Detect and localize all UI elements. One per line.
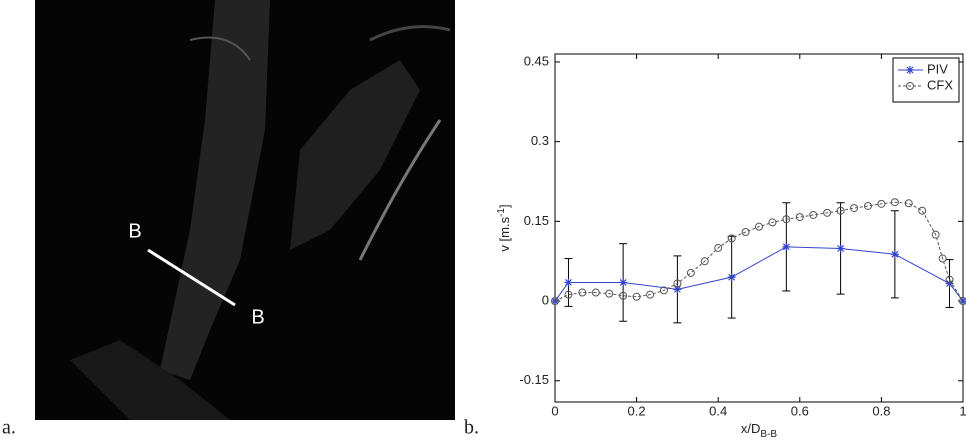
series-line — [555, 202, 963, 301]
y-tick-label: 0.3 — [531, 133, 549, 148]
y-label-main: v [m.s — [497, 216, 512, 251]
y-tick-label: -0.15 — [519, 372, 549, 387]
y-tick-label: 0.45 — [524, 53, 549, 68]
point — [837, 244, 845, 252]
legend-label: PIV — [927, 61, 948, 76]
y-axis-label: v [m.s-1] — [496, 204, 513, 251]
point — [782, 243, 790, 251]
photo: B B — [35, 0, 455, 420]
y-label-end: ] — [497, 204, 512, 208]
legend-label: CFX — [927, 77, 953, 92]
point — [891, 250, 899, 258]
point — [564, 278, 572, 286]
y-tick-label: 0 — [542, 292, 549, 307]
x-label-main: x/D — [741, 421, 761, 436]
x-label-sub: B-B — [760, 429, 777, 439]
point — [619, 278, 627, 286]
section-label: B — [128, 220, 141, 242]
series-line — [555, 247, 963, 301]
point — [728, 273, 736, 281]
x-tick-label: 1 — [959, 403, 966, 418]
y-tick-label: 0.15 — [524, 213, 549, 228]
section-label: B — [251, 306, 264, 328]
x-tick-label: 0 — [551, 403, 558, 418]
panel-label: b. — [464, 417, 479, 439]
legend-marker — [906, 66, 914, 74]
x-axis-label: x/DB-B — [741, 421, 778, 439]
x-tick-label: 0.4 — [709, 403, 727, 418]
point — [919, 207, 926, 214]
x-tick-label: 0.6 — [791, 403, 809, 418]
point — [687, 269, 694, 276]
x-tick-label: 0.2 — [628, 403, 646, 418]
panel-label: a. — [2, 417, 16, 439]
x-tick-label: 0.8 — [872, 403, 890, 418]
plot-frame — [555, 54, 963, 402]
